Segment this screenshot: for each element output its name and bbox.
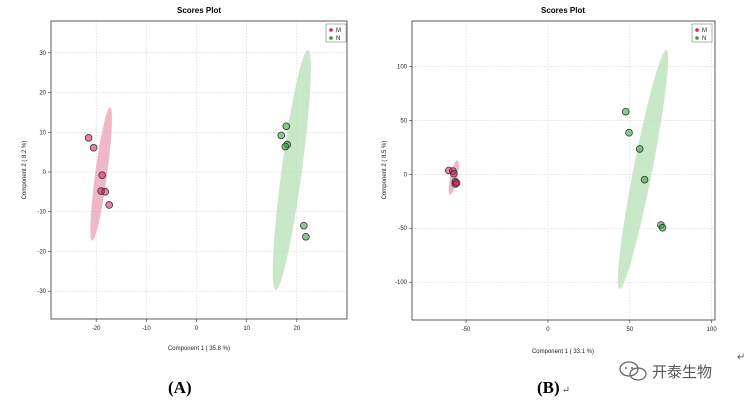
y-tick-label: -30 (37, 289, 46, 295)
data-points (84, 122, 310, 241)
watermark: 开泰生物 (618, 360, 712, 382)
watermark-text: 开泰生物 (652, 362, 713, 381)
point-n (281, 142, 290, 151)
x-tick-label: -10 (142, 326, 151, 332)
point-n (625, 128, 633, 137)
plot-frame (50, 20, 348, 320)
panel-label-a: (A) (168, 378, 192, 398)
plot-frame (411, 20, 716, 321)
y-tick-label: -10 (37, 210, 46, 216)
legend-label-m: M (702, 28, 707, 34)
point-n (282, 122, 291, 131)
panel-a: Scores Plot -20 -10 0 10 20-30-20-100102030 … (22, 6, 348, 352)
y-tick-label: -100 (395, 280, 408, 286)
legend: M N (691, 23, 713, 43)
x-tick-label: 10 (243, 326, 250, 332)
confidence-ellipses (90, 50, 311, 290)
point-n (302, 232, 310, 241)
x-tick-label: 100 (707, 327, 718, 333)
ellipse-n (617, 49, 669, 290)
y-tick-label: 100 (397, 64, 408, 70)
y-tick-label: 30 (39, 51, 46, 57)
y-tick-label: 10 (39, 130, 46, 136)
x-tick-label: 0 (195, 326, 199, 332)
axis-ticks: -20 -10 0 10 20 -30 -20 -10 0 10 20 30 (37, 51, 300, 332)
panel-label-b-text: (B) (537, 378, 560, 397)
y-axis-label: Component 2 ( 8.2 %) (22, 141, 28, 200)
point-n (277, 131, 286, 140)
point-m (452, 179, 461, 187)
wechat-icon (619, 361, 647, 381)
x-tick-label: 20 (293, 326, 300, 332)
x-tick-label: -50 (462, 327, 471, 333)
point-m (84, 134, 93, 142)
y-axis-label: Component 2 ( 8.5 %) (382, 141, 388, 200)
legend-marker-n (695, 36, 699, 40)
y-tick-label: 0 (43, 170, 47, 176)
legend-label-m: M (336, 28, 341, 34)
point-m (449, 169, 458, 178)
point-m (89, 143, 98, 152)
return-mark-icon: ↵ (561, 385, 571, 396)
x-axis-label: Component 1 ( 33.1 %) (532, 349, 594, 355)
legend: M N (325, 23, 347, 43)
point-m (101, 188, 109, 196)
panel-label-b: (B) ↵ (537, 378, 570, 398)
ellipse-m (448, 160, 459, 195)
legend-marker-m (695, 28, 699, 32)
x-tick-label: 0 (546, 327, 550, 333)
legend-marker-n (329, 36, 333, 40)
legend-label-n: N (702, 36, 706, 42)
chart-title: Scores Plot (541, 6, 585, 15)
confidence-ellipses (448, 49, 669, 290)
x-tick-label: 50 (626, 327, 633, 333)
point-n (635, 145, 644, 153)
point-m (98, 171, 106, 179)
y-tick-label: 0 (404, 172, 408, 178)
data-points (445, 107, 667, 232)
point-n (300, 221, 308, 230)
point-m (105, 201, 113, 209)
y-tick-label: 50 (400, 118, 407, 124)
return-mark-icon: ↵ (737, 352, 746, 363)
chart-title: Scores Plot (177, 6, 221, 15)
ellipse-n (272, 50, 311, 290)
x-tick-label: -20 (92, 326, 101, 332)
y-tick-label: 20 (39, 91, 46, 97)
legend-marker-m (329, 28, 333, 32)
legend-label-n: N (336, 36, 340, 42)
x-axis-label: Component 1 ( 35.8 %) (168, 346, 230, 352)
point-n (658, 223, 667, 232)
y-tick-label: -50 (398, 226, 407, 232)
panel-label-a-text: (A) (168, 378, 192, 397)
point-n (621, 107, 630, 116)
point-n (640, 175, 649, 184)
y-tick-label: -20 (37, 249, 46, 255)
axis-ticks: -50 0 50 100 -100 -50 0 50 100 (395, 64, 717, 333)
panel-b: Scores Plot -50 0 50 100 -100 -50 0 50 100 Compo… (382, 6, 717, 355)
